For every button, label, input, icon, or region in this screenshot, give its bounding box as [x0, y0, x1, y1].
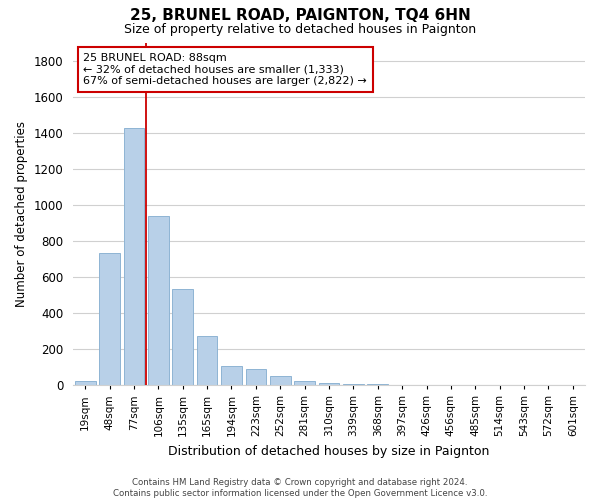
Bar	[319, 383, 340, 385]
Text: 25 BRUNEL ROAD: 88sqm
← 32% of detached houses are smaller (1,333)
67% of semi-d: 25 BRUNEL ROAD: 88sqm ← 32% of detached …	[83, 53, 367, 86]
Bar	[270, 376, 290, 385]
Bar	[75, 382, 95, 385]
Text: Contains HM Land Registry data © Crown copyright and database right 2024.
Contai: Contains HM Land Registry data © Crown c…	[113, 478, 487, 498]
Bar	[172, 290, 193, 385]
Bar	[99, 254, 120, 385]
Bar	[148, 216, 169, 385]
Bar	[294, 380, 315, 385]
Bar	[367, 384, 388, 385]
Bar	[343, 384, 364, 385]
Text: 25, BRUNEL ROAD, PAIGNTON, TQ4 6HN: 25, BRUNEL ROAD, PAIGNTON, TQ4 6HN	[130, 8, 470, 22]
Bar	[197, 336, 217, 385]
X-axis label: Distribution of detached houses by size in Paignton: Distribution of detached houses by size …	[169, 444, 490, 458]
Bar	[124, 128, 145, 385]
Bar	[221, 366, 242, 385]
Y-axis label: Number of detached properties: Number of detached properties	[15, 121, 28, 307]
Text: Size of property relative to detached houses in Paignton: Size of property relative to detached ho…	[124, 22, 476, 36]
Bar	[245, 369, 266, 385]
